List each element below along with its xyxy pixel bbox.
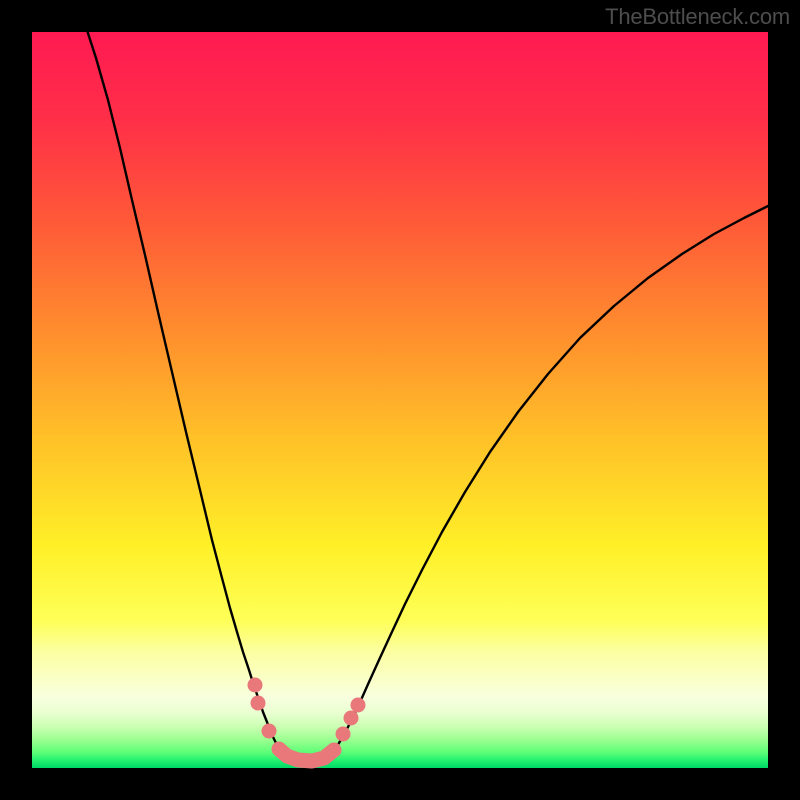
plot-area [32, 32, 768, 768]
marker-dot-4 [344, 711, 359, 726]
watermark-text: TheBottleneck.com [605, 4, 790, 30]
marker-dot-5 [351, 698, 366, 713]
chart-container: TheBottleneck.com [0, 0, 800, 800]
marker-dot-2 [262, 724, 277, 739]
marker-dot-3 [336, 727, 351, 742]
bottleneck-chart [0, 0, 800, 800]
marker-dot-0 [248, 678, 263, 693]
marker-dot-1 [251, 696, 266, 711]
